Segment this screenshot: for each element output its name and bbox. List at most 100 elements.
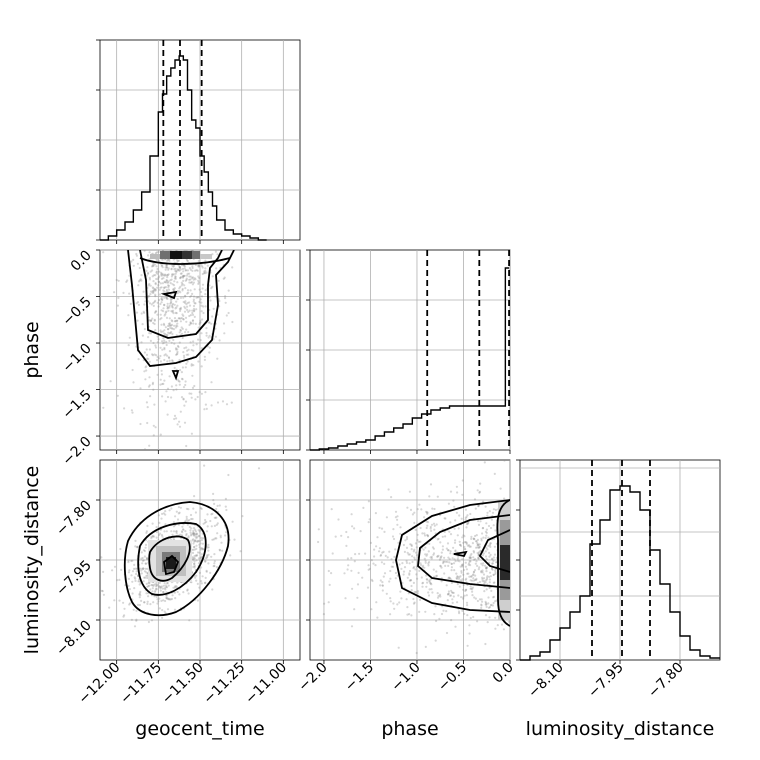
scatter-point: [140, 572, 143, 575]
scatter-point: [204, 557, 207, 560]
scatter-point: [163, 296, 166, 299]
scatter-point: [389, 600, 392, 603]
scatter-point: [379, 584, 382, 587]
scatter-point: [437, 554, 440, 557]
scatter-point: [141, 568, 144, 571]
scatter-point: [454, 549, 457, 552]
scatter-point: [223, 276, 226, 279]
scatter-point: [172, 328, 176, 331]
scatter-point: [189, 281, 192, 284]
scatter-point: [126, 279, 129, 282]
scatter-point: [193, 548, 196, 551]
scatter-point: [203, 272, 207, 275]
scatter-point: [219, 534, 222, 537]
scatter-point: [194, 528, 197, 531]
scatter-point: [155, 584, 158, 587]
scatter-point: [438, 593, 442, 596]
scatter-point: [330, 508, 333, 511]
scatter-point: [162, 289, 165, 292]
scatter-point: [211, 285, 214, 288]
scatter-point: [191, 517, 194, 521]
scatter-point: [486, 621, 489, 624]
scatter-point: [490, 567, 493, 571]
scatter-point: [458, 514, 461, 517]
scatter-point: [113, 565, 117, 568]
scatter-point: [466, 644, 469, 647]
scatter-point: [465, 577, 468, 580]
density-block: [200, 254, 212, 259]
scatter-point: [416, 577, 419, 580]
scatter-point: [169, 279, 172, 282]
scatter-point: [449, 533, 453, 536]
scatter-point: [472, 558, 476, 561]
scatter-point: [177, 379, 180, 383]
scatter-point: [151, 353, 154, 356]
scatter-point: [458, 540, 461, 543]
scatter-point: [184, 279, 187, 282]
scatter-point: [135, 311, 139, 314]
scatter-point: [207, 546, 210, 549]
scatter-point: [494, 627, 497, 630]
scatter-point: [494, 616, 497, 619]
scatter-point: [190, 363, 193, 366]
scatter-point: [396, 603, 399, 606]
scatter-point: [485, 603, 488, 606]
scatter-point: [430, 555, 433, 559]
scatter-point: [477, 504, 480, 507]
scatter-point: [200, 547, 203, 550]
scatter-point: [412, 581, 415, 585]
scatter-point: [130, 618, 133, 621]
scatter-point: [173, 608, 177, 611]
scatter-point: [455, 577, 459, 580]
scatter-point: [197, 265, 200, 268]
scatter-point: [170, 341, 173, 344]
scatter-point: [150, 537, 153, 540]
scatter-point: [175, 269, 178, 272]
scatter-point: [345, 530, 348, 534]
scatter-point: [163, 304, 166, 307]
scatter-point: [168, 509, 171, 512]
scatter-point: [484, 602, 488, 605]
scatter-point: [433, 507, 436, 511]
scatter-point: [162, 310, 165, 313]
scatter-point: [442, 560, 445, 563]
scatter-point: [146, 567, 149, 571]
scatter-point: [159, 286, 162, 289]
scatter-point: [146, 524, 149, 528]
scatter-point: [470, 552, 473, 556]
scatter-point: [149, 320, 152, 323]
scatter-point: [388, 580, 391, 583]
scatter-point: [432, 568, 435, 571]
scatter-point: [147, 254, 150, 257]
scatter-point: [188, 267, 191, 270]
density-block: [500, 545, 510, 580]
scatter-point: [159, 587, 162, 590]
scatter-point: [187, 592, 190, 595]
scatter-point: [179, 533, 182, 536]
scatter-point: [224, 295, 227, 298]
scatter-point: [410, 543, 413, 547]
scatter-point: [204, 267, 207, 270]
scatter-point: [158, 281, 161, 284]
scatter-point: [477, 568, 480, 571]
scatter-point: [465, 526, 468, 529]
scatter-point: [187, 535, 190, 538]
scatter-point: [417, 540, 420, 543]
scatter-point: [171, 327, 174, 330]
scatter-point: [200, 301, 203, 304]
scatter-point: [140, 341, 143, 344]
scatter-point: [122, 601, 125, 604]
scatter-point: [170, 275, 173, 278]
scatter-point: [122, 615, 125, 618]
scatter-point: [408, 579, 411, 582]
x-tick-label: −1.0: [388, 660, 423, 695]
scatter-point: [435, 619, 438, 623]
scatter-point: [471, 574, 474, 577]
scatter-point: [189, 529, 192, 532]
scatter-point: [164, 326, 167, 329]
scatter-point: [181, 327, 184, 330]
scatter-point: [216, 253, 219, 256]
scatter-point: [403, 566, 407, 569]
scatter-point: [168, 306, 171, 309]
scatter-point: [449, 594, 452, 597]
